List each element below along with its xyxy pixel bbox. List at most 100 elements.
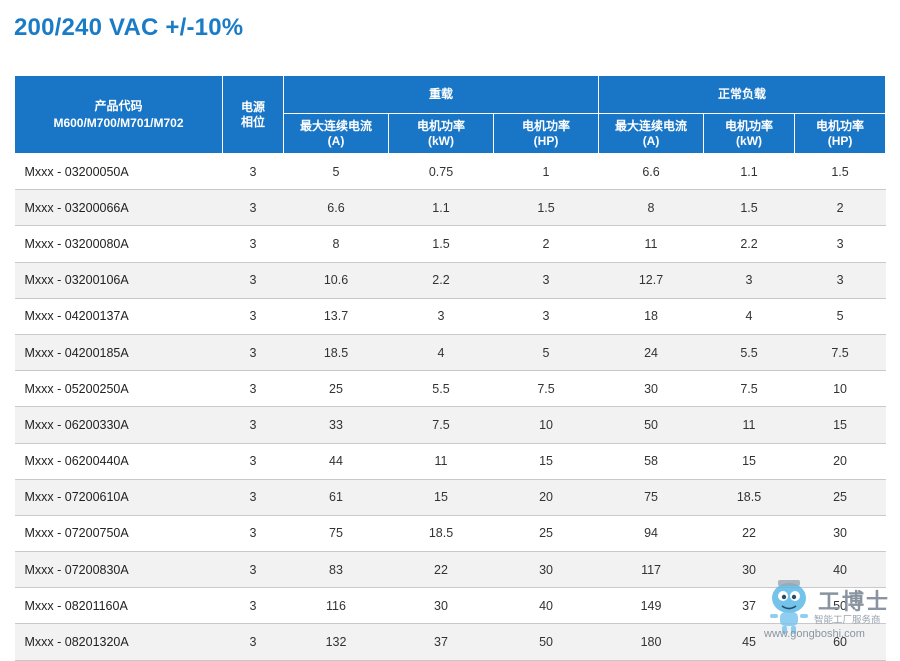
cell-heavy-kw: 3 [388,298,494,335]
cell-phase: 3 [222,587,284,625]
header-subcol-label: 最大连续电流 [299,118,372,133]
header-product-code-label: 产品代码 [94,98,143,113]
cell-normal-kw: 11 [703,406,795,444]
header-subcol: 电机功率 (HP) [794,113,887,154]
cell-product-code: Mxxx - 08201320A [14,623,223,661]
cell-normal-kw: 22 [703,515,795,553]
robot-mascot-icon [770,580,808,634]
cell-normal-current: 12.7 [598,262,704,299]
cell-heavy-kw: 2.2 [388,262,494,299]
cell-heavy-kw: 7.5 [388,406,494,444]
cell-normal-kw: 7.5 [703,370,795,408]
header-product-series: M600/M700/M701/M702 [53,115,184,130]
cell-phase: 3 [222,298,284,335]
cell-heavy-hp: 20 [493,479,599,516]
cell-heavy-current: 6.6 [283,189,389,227]
cell-heavy-kw: 1.1 [388,189,494,227]
cell-normal-current: 75 [598,479,704,516]
cell-normal-current: 30 [598,370,704,408]
header-subcol-unit: (kW) [736,133,763,148]
cell-product-code: Mxxx - 03200066A [14,189,223,227]
cell-phase: 3 [222,370,284,408]
cell-product-code: Mxxx - 07200610A [14,479,223,516]
cell-heavy-kw: 4 [388,334,494,372]
cell-phase: 3 [222,623,284,661]
cell-heavy-hp: 50 [493,623,599,661]
cell-normal-current: 58 [598,443,704,480]
header-subcol-label: 电机功率 [522,118,571,133]
cell-normal-kw: 3 [703,262,795,299]
cell-heavy-kw: 0.75 [388,153,494,191]
cell-phase: 3 [222,153,284,191]
cell-normal-kw: 5.5 [703,334,795,372]
cell-phase: 3 [222,189,284,227]
header-subcol: 电机功率 (kW) [388,113,494,154]
cell-heavy-kw: 18.5 [388,515,494,553]
cell-phase: 3 [222,515,284,553]
header-phase-line2: 相位 [240,114,265,129]
cell-normal-hp: 7.5 [794,334,886,372]
cell-phase: 3 [222,334,284,372]
cell-phase: 3 [222,479,284,516]
cell-heavy-current: 5 [283,153,389,191]
cell-normal-hp: 10 [794,370,886,408]
table-row: Mxxx - 03200066A 3 6.6 1.1 1.5 8 1.5 2 [14,189,886,227]
table-row: Mxxx - 06200330A 3 33 7.5 10 50 11 15 [14,406,886,444]
cell-product-code: Mxxx - 07200830A [14,551,223,589]
table-row: Mxxx - 04200137A 3 13.7 3 3 18 4 5 [14,298,886,335]
header-subcol-unit: (A) [327,133,345,148]
cell-normal-hp: 3 [794,225,886,263]
cell-phase: 3 [222,225,284,263]
cell-normal-hp: 40 [794,551,886,589]
cell-heavy-hp: 1.5 [493,189,599,227]
cell-heavy-current: 13.7 [283,298,389,335]
cell-heavy-current: 61 [283,479,389,516]
cell-product-code: Mxxx - 08201160A [14,587,223,625]
cell-normal-hp: 30 [794,515,886,553]
cell-phase: 3 [222,262,284,299]
cell-heavy-current: 25 [283,370,389,408]
cell-heavy-hp: 30 [493,551,599,589]
watermark-subtitle: 智能工厂服务商 [814,615,881,626]
cell-normal-current: 11 [598,225,704,263]
cell-heavy-kw: 37 [388,623,494,661]
header-subcol-label: 最大连续电流 [615,118,688,133]
cell-heavy-kw: 5.5 [388,370,494,408]
cell-heavy-hp: 3 [493,262,599,299]
cell-normal-current: 8 [598,189,704,227]
cell-heavy-current: 83 [283,551,389,589]
table-row: Mxxx - 03200050A 3 5 0.75 1 6.6 1.1 1.5 [14,153,886,191]
cell-heavy-hp: 25 [493,515,599,553]
cell-heavy-kw: 22 [388,551,494,589]
header-normal-duty: 正常负载 [598,75,887,114]
cell-heavy-hp: 7.5 [493,370,599,408]
cell-normal-current: 149 [598,587,704,625]
cell-normal-hp: 2 [794,189,886,227]
header-subcol-unit: (HP) [827,133,853,148]
table-row: Mxxx - 04200185A 3 18.5 4 5 24 5.5 7.5 [14,334,886,372]
table-row: Mxxx - 03200106A 3 10.6 2.2 3 12.7 3 3 [14,262,886,299]
cell-heavy-current: 75 [283,515,389,553]
cell-heavy-hp: 10 [493,406,599,444]
cell-normal-kw: 1.1 [703,153,795,191]
cell-product-code: Mxxx - 06200330A [14,406,223,444]
cell-heavy-hp: 40 [493,587,599,625]
cell-product-code: Mxxx - 04200137A [14,298,223,335]
cell-heavy-hp: 2 [493,225,599,263]
cell-normal-current: 50 [598,406,704,444]
cell-phase: 3 [222,406,284,444]
header-subcol: 最大连续电流 (A) [598,113,705,154]
watermark: 工博士 智能工厂服务商 www.gongboshi.com [762,572,892,652]
cell-heavy-kw: 11 [388,443,494,480]
cell-heavy-current: 33 [283,406,389,444]
cell-product-code: Mxxx - 04200185A [14,334,223,372]
table-row: Mxxx - 08201320A 3 132 37 50 180 45 60 [14,623,886,661]
cell-normal-kw: 1.5 [703,189,795,227]
drive-ratings-table: 产品代码 M600/M700/M701/M702 电源 相位 重载 正常负载 最… [14,75,887,661]
header-subcol-label: 电机功率 [725,118,774,133]
table-row: Mxxx - 08201160A 3 116 30 40 149 37 50 [14,587,886,625]
cell-heavy-hp: 15 [493,443,599,480]
header-heavy-duty: 重载 [282,75,600,114]
cell-heavy-kw: 15 [388,479,494,516]
table-header: 产品代码 M600/M700/M701/M702 电源 相位 重载 正常负载 最… [14,75,887,154]
